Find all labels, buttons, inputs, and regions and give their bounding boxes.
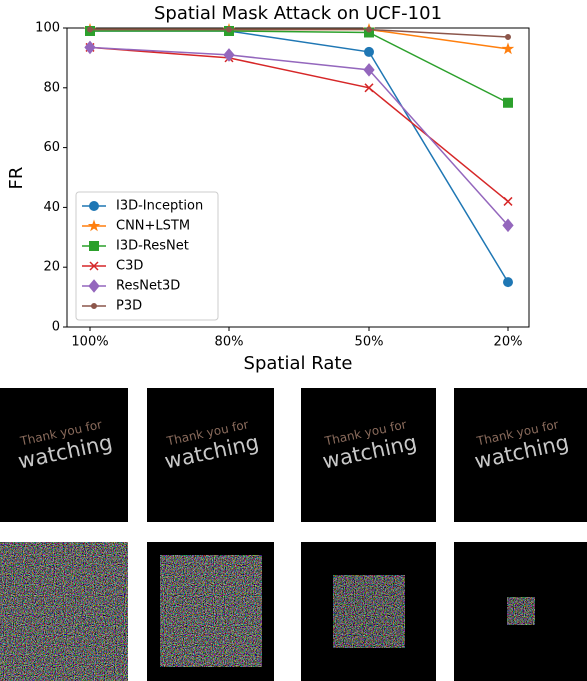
y-tick-label: 40 xyxy=(43,200,60,215)
x-tick-label: 100% xyxy=(71,335,108,350)
legend-label: C3D xyxy=(116,259,143,274)
marker xyxy=(504,98,513,107)
legend-label: I3D-Inception xyxy=(116,199,203,214)
x-tick-label: 80% xyxy=(215,335,244,350)
y-tick-label: 20 xyxy=(43,260,60,275)
x-axis-label: Spatial Rate xyxy=(244,353,353,374)
marker xyxy=(365,47,374,56)
marker xyxy=(367,27,372,32)
legend-label: I3D-ResNet xyxy=(116,239,189,254)
marker xyxy=(506,34,511,39)
legend-label: ResNet3D xyxy=(116,279,180,294)
legend-label: P3D xyxy=(116,299,142,314)
marker xyxy=(88,27,93,32)
x-tick-label: 50% xyxy=(355,335,384,350)
y-tick-label: 80 xyxy=(43,80,60,95)
marker xyxy=(504,278,513,287)
perturbation xyxy=(507,597,535,625)
marker xyxy=(227,27,232,32)
marker xyxy=(504,197,512,205)
y-tick-label: 60 xyxy=(43,140,60,155)
perturbation xyxy=(160,555,262,667)
chart: Spatial Mask Attack on UCF-101 Spatial R… xyxy=(0,0,587,380)
legend-marker xyxy=(90,242,99,251)
page: Spatial Mask Attack on UCF-101 Spatial R… xyxy=(0,0,587,681)
legend-label: CNN+LSTM xyxy=(116,219,190,234)
y-axis-label: FR xyxy=(6,167,27,190)
perturbation xyxy=(0,542,128,681)
marker xyxy=(503,44,513,53)
perturbation xyxy=(333,575,405,648)
legend: I3D-Inception CNN+LSTM I3D-ResNet C3D ResNet… xyxy=(76,192,218,320)
chart-title: Spatial Mask Attack on UCF-101 xyxy=(154,3,442,24)
legend-marker xyxy=(90,202,99,211)
x-tick-label: 20% xyxy=(494,335,523,350)
y-tick-label: 0 xyxy=(52,320,60,335)
legend-marker xyxy=(92,304,97,309)
y-tick-label: 100 xyxy=(35,21,60,36)
